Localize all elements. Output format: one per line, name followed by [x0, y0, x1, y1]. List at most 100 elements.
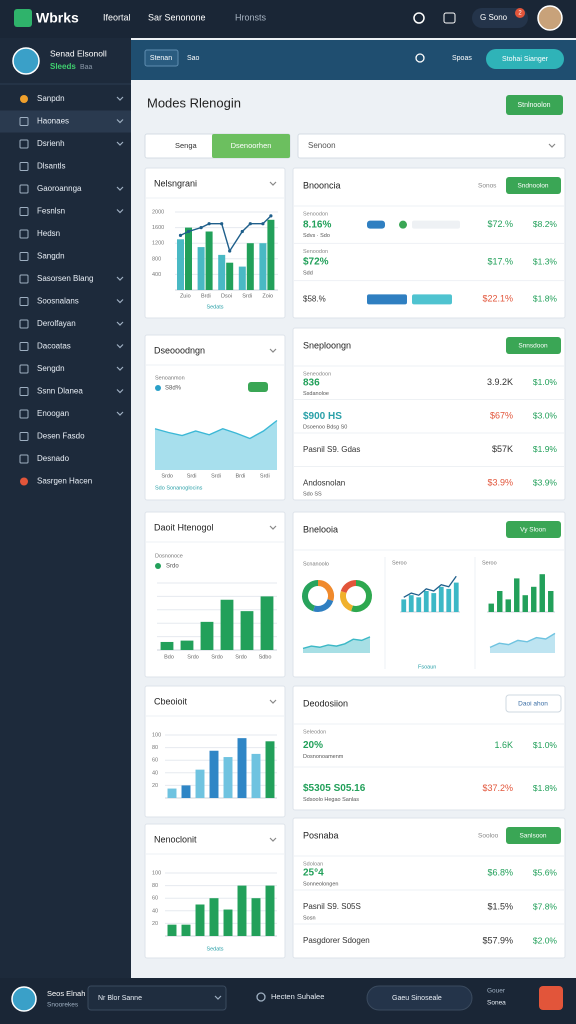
card-button[interactable]: [506, 827, 561, 844]
menu-item[interactable]: Desen Fasdo: [37, 432, 85, 441]
nav-link[interactable]: Hronsts: [235, 12, 267, 22]
toggle[interactable]: [248, 382, 268, 392]
menu-item[interactable]: Enoogan: [37, 409, 69, 418]
x-tick-label: Brdi: [201, 293, 211, 299]
point: [228, 249, 232, 253]
tab[interactable]: Senga: [175, 141, 198, 150]
bar: [181, 785, 191, 798]
legend: S8d%: [165, 386, 182, 392]
menu-icon: [19, 409, 29, 419]
row-title: 20%: [303, 740, 323, 751]
avatar: [12, 47, 40, 75]
chevron: [116, 411, 124, 416]
menu-item[interactable]: Gaoroannga: [37, 184, 82, 193]
avatar[interactable]: [537, 5, 563, 31]
bar: [218, 254, 226, 290]
menu-icon: [19, 229, 29, 239]
chevron: [116, 366, 124, 371]
y-tick-label: 400: [152, 272, 161, 278]
line: [489, 632, 556, 649]
dropdown[interactable]: [87, 985, 227, 1011]
row-sub: Sdsoolo Hegao Sanlas: [303, 797, 359, 803]
menu-item[interactable]: Fesnlsn: [37, 207, 65, 216]
y-tick-label: 60: [152, 758, 158, 764]
account-pill[interactable]: [472, 8, 528, 28]
action-button[interactable]: [486, 49, 564, 69]
nav-link[interactable]: Ifeortal: [103, 12, 131, 22]
menu-item[interactable]: Sasrgen Hacen: [37, 477, 92, 486]
point: [199, 226, 203, 230]
card: [292, 817, 566, 959]
chevron: [116, 119, 124, 124]
row-sub: Sosn: [303, 915, 316, 921]
chevron: [269, 181, 277, 186]
menu-item[interactable]: Dlsantls: [37, 162, 65, 171]
tab[interactable]: Dsenoorhen: [231, 141, 272, 150]
card-title: Sneploongn: [303, 340, 351, 350]
menu-item[interactable]: Sangdn: [37, 252, 65, 261]
card: [144, 823, 286, 959]
chevron: [116, 389, 124, 394]
row-value: 1.6K: [494, 740, 513, 750]
point: [186, 229, 191, 234]
row-caption: Sdoloan: [303, 861, 323, 867]
footer: Sdo Sonanoglocins: [155, 485, 203, 491]
link[interactable]: Spoas: [452, 55, 472, 62]
info: Gouer: [487, 988, 506, 995]
chart-caption: Seroo: [482, 560, 497, 566]
bar: [539, 574, 545, 612]
chevron: [269, 699, 277, 704]
menu-item[interactable]: Ssnn Dlanea: [37, 387, 83, 396]
bar: [181, 924, 191, 936]
menu-item[interactable]: Desnado: [37, 454, 70, 463]
nav-link[interactable]: Sar Senonone: [148, 12, 206, 22]
icon: [413, 12, 425, 24]
menu-item[interactable]: Haonaes: [37, 117, 69, 126]
y-tick-label: 1600: [152, 225, 164, 231]
card: [292, 327, 566, 501]
menu-item[interactable]: Hedsn: [37, 229, 60, 238]
legend: Sedats: [206, 946, 223, 952]
x-tick-label: Sdbo: [259, 654, 272, 660]
menu-icon: [19, 274, 29, 284]
card-button[interactable]: [506, 337, 561, 354]
dropdown[interactable]: [297, 133, 566, 159]
card-button-label: Sanlsoon: [519, 833, 546, 840]
row-sub: Sdo SS: [303, 492, 322, 498]
row-value: $3.9%: [487, 478, 513, 488]
bar: [209, 750, 219, 798]
bar: [431, 593, 437, 612]
menu-item[interactable]: Sengdn: [37, 364, 65, 373]
menu-item[interactable]: Sasorsen Blang: [37, 274, 93, 283]
menu-item[interactable]: Dsrienh: [37, 139, 65, 148]
user-role: Snoorekes: [47, 1002, 79, 1009]
row-value: $17.%: [487, 256, 513, 266]
card-button[interactable]: [506, 177, 561, 194]
card-button[interactable]: [505, 694, 562, 713]
legend: Srdo: [166, 564, 179, 570]
card-meta: Sooloo: [478, 833, 499, 840]
account: G Sono: [480, 13, 508, 22]
chevron: [116, 299, 124, 304]
x-tick-label: Srdi: [187, 473, 197, 479]
menu-item[interactable]: Derolfayan: [37, 319, 76, 328]
bar: [205, 231, 213, 290]
menu-item[interactable]: Soosnalans: [37, 297, 79, 306]
pill: [367, 220, 385, 229]
card-button[interactable]: [506, 521, 561, 538]
point: [269, 214, 273, 218]
card-title: Dseooodngn: [154, 345, 205, 355]
card-button-label: Daoi ahon: [518, 701, 548, 708]
filter-button[interactable]: [144, 49, 179, 67]
bar: [265, 741, 275, 798]
search-box[interactable]: [366, 985, 473, 1011]
menu-icon: [19, 162, 29, 171]
search-label: Gaeu Sinoseale: [392, 995, 442, 1002]
icon: [443, 12, 456, 24]
alert-button[interactable]: [539, 986, 563, 1010]
page-button[interactable]: [506, 95, 563, 115]
row-value: $5.6%: [533, 867, 558, 877]
menu-item[interactable]: Dacoatas: [37, 342, 71, 351]
menu-item[interactable]: Sanpdn: [37, 94, 65, 103]
